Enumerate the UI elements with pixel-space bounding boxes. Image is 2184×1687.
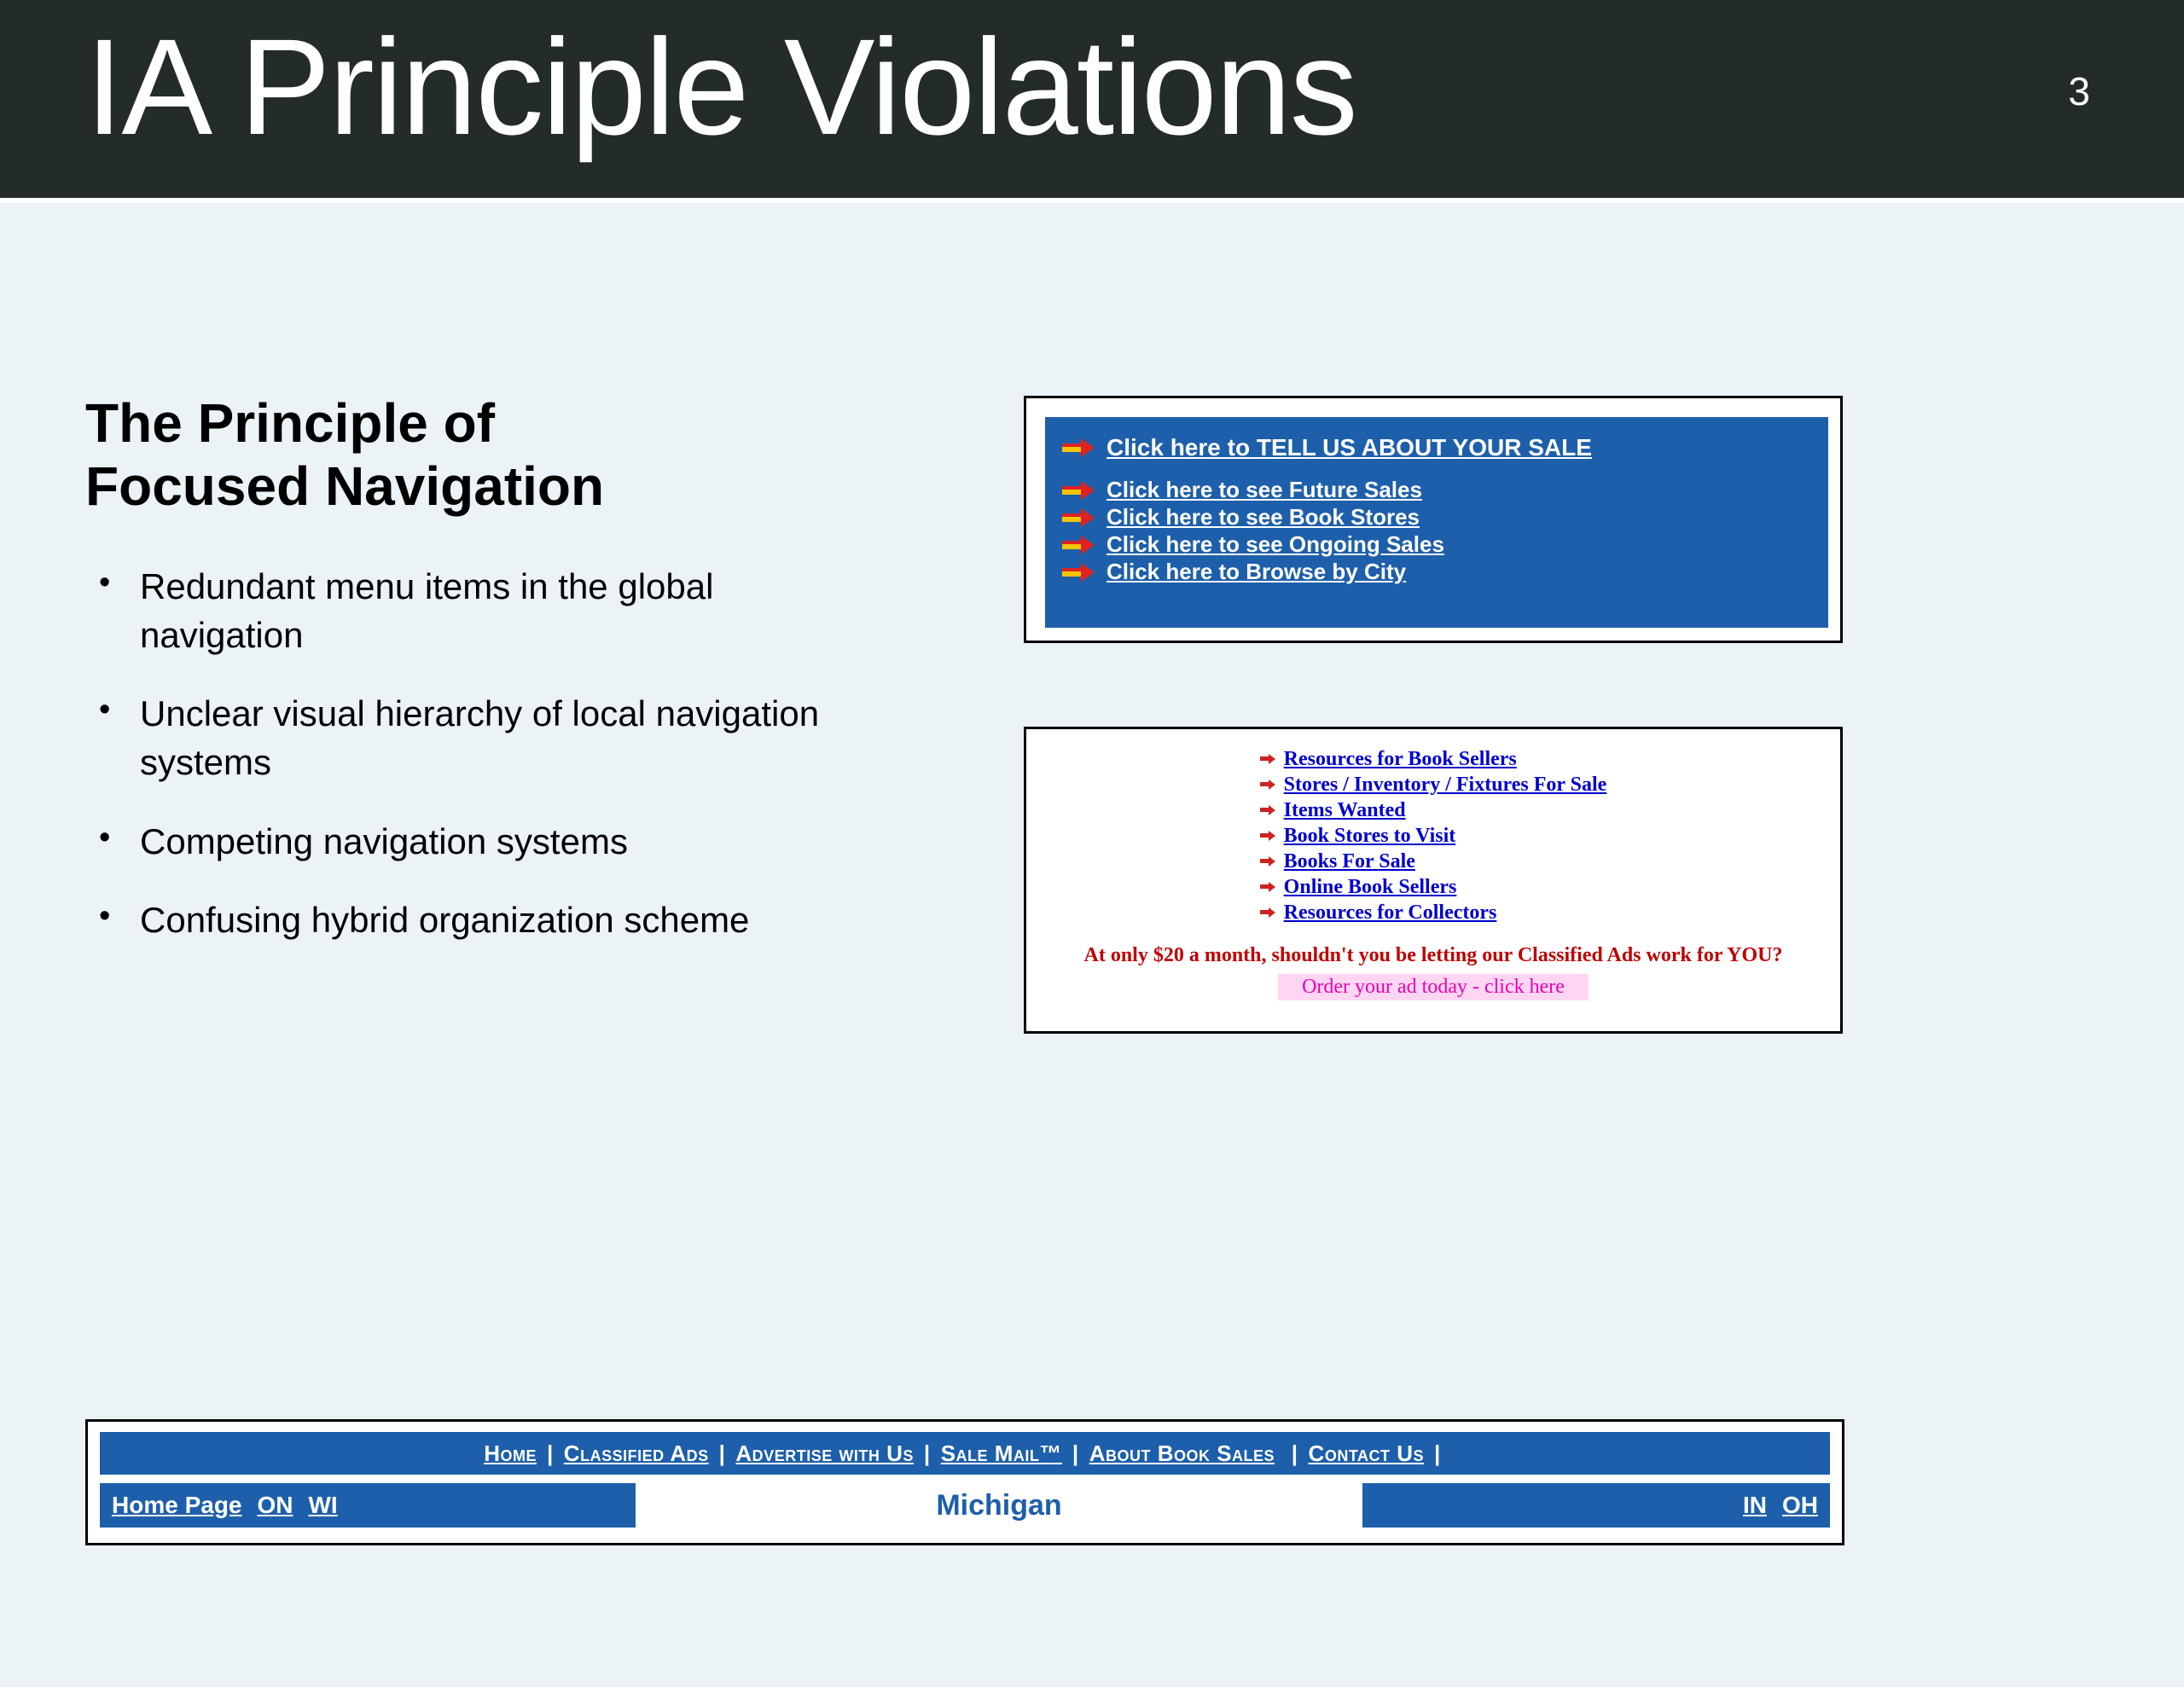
- slide-title: IA Principle Violations: [85, 9, 1356, 165]
- nav-link[interactable]: Home: [484, 1441, 537, 1467]
- promo-text: At only $20 a month, shouldn't you be le…: [1043, 944, 1823, 967]
- nav-top-bar: Home| Classified Ads| Advertise with Us|…: [100, 1432, 1830, 1475]
- nav-link-state[interactable]: ON: [258, 1492, 293, 1519]
- bullet-item: Confusing hybrid organization scheme: [85, 896, 853, 945]
- bullet-item: Competing navigation systems: [85, 818, 853, 867]
- arrow-icon: [1062, 536, 1098, 554]
- bullet-item: Unclear visual hierarchy of local naviga…: [85, 690, 853, 786]
- arrow-icon: [1260, 857, 1277, 866]
- nav-segment-right: IN OH: [1362, 1483, 1830, 1528]
- arrow-icon: [1260, 832, 1277, 840]
- nav-link-state[interactable]: WI: [309, 1492, 338, 1519]
- bullet-item: Redundant menu items in the global navig…: [85, 563, 853, 659]
- nav-link-home[interactable]: Home Page: [112, 1492, 242, 1519]
- nav-bottom-bar: Home Page ON WI Michigan IN OH: [100, 1483, 1830, 1528]
- arrow-icon: [1062, 481, 1098, 500]
- header-underline: [0, 198, 2184, 203]
- nav-link[interactable]: Advertise with Us: [735, 1441, 914, 1467]
- cta-link[interactable]: Click here to TELL US ABOUT YOUR SALE: [1062, 434, 1811, 461]
- cta-link[interactable]: Click here to Browse by City: [1062, 559, 1811, 585]
- resource-link[interactable]: Books For Sale: [1260, 849, 1415, 874]
- section-heading-line1: The Principle of: [85, 392, 495, 454]
- resource-link[interactable]: Online Book Sellers: [1260, 874, 1457, 900]
- cta-link-text: Click here to see Book Stores: [1107, 504, 1420, 530]
- nav-segment-center: Michigan: [636, 1483, 1362, 1528]
- nav-link-state[interactable]: OH: [1782, 1492, 1818, 1519]
- screenshot-bottom-nav: Home| Classified Ads| Advertise with Us|…: [85, 1419, 1844, 1545]
- slide-number: 3: [2068, 68, 2090, 114]
- cta-link-text: Click here to see Ongoing Sales: [1107, 531, 1444, 558]
- bullet-list: Redundant menu items in the global navig…: [85, 563, 853, 976]
- cta-link[interactable]: Click here to see Future Sales: [1062, 477, 1811, 503]
- arrow-icon: [1260, 780, 1277, 789]
- nav-segment-left: Home Page ON WI: [100, 1483, 636, 1528]
- resource-link[interactable]: Resources for Book Sellers: [1260, 746, 1517, 772]
- cta-link[interactable]: Click here to see Book Stores: [1062, 504, 1811, 530]
- arrow-icon: [1260, 806, 1277, 815]
- cta-link-text: Click here to Browse by City: [1107, 559, 1406, 585]
- nav-link[interactable]: Contact Us: [1309, 1441, 1424, 1467]
- screenshot-resources: Resources for Book Sellers Stores / Inve…: [1024, 727, 1843, 1034]
- cta-link-text: Click here to TELL US ABOUT YOUR SALE: [1107, 434, 1592, 461]
- cta-link[interactable]: Click here to see Ongoing Sales: [1062, 531, 1811, 558]
- arrow-icon: [1260, 755, 1277, 763]
- resource-link[interactable]: Resources for Collectors: [1260, 900, 1497, 925]
- screenshot-blue-cta: Click here to TELL US ABOUT YOUR SALE Cl…: [1024, 396, 1843, 643]
- blue-panel: Click here to TELL US ABOUT YOUR SALE Cl…: [1045, 417, 1828, 628]
- arrow-icon: [1260, 883, 1277, 891]
- arrow-icon: [1260, 908, 1277, 917]
- resource-link[interactable]: Items Wanted: [1260, 797, 1406, 823]
- nav-link[interactable]: About Book Sales: [1089, 1441, 1275, 1467]
- section-heading: The Principle of Focused Navigation: [85, 392, 853, 518]
- arrow-icon: [1062, 563, 1098, 582]
- resource-link[interactable]: Stores / Inventory / Fixtures For Sale: [1260, 772, 1607, 797]
- arrow-icon: [1062, 508, 1098, 527]
- slide-header: IA Principle Violations 3: [0, 0, 2184, 198]
- nav-link[interactable]: Sale Mail™: [941, 1441, 1062, 1467]
- nav-link-state[interactable]: IN: [1743, 1492, 1767, 1519]
- promo-link[interactable]: Order your ad today - click here: [1278, 974, 1589, 1000]
- arrow-icon: [1062, 438, 1098, 457]
- resource-link[interactable]: Book Stores to Visit: [1260, 823, 1456, 849]
- nav-link[interactable]: Classified Ads: [564, 1441, 709, 1467]
- section-heading-line2: Focused Navigation: [85, 455, 604, 517]
- resources-list: Resources for Book Sellers Stores / Inve…: [1260, 746, 1607, 925]
- cta-link-text: Click here to see Future Sales: [1107, 477, 1422, 503]
